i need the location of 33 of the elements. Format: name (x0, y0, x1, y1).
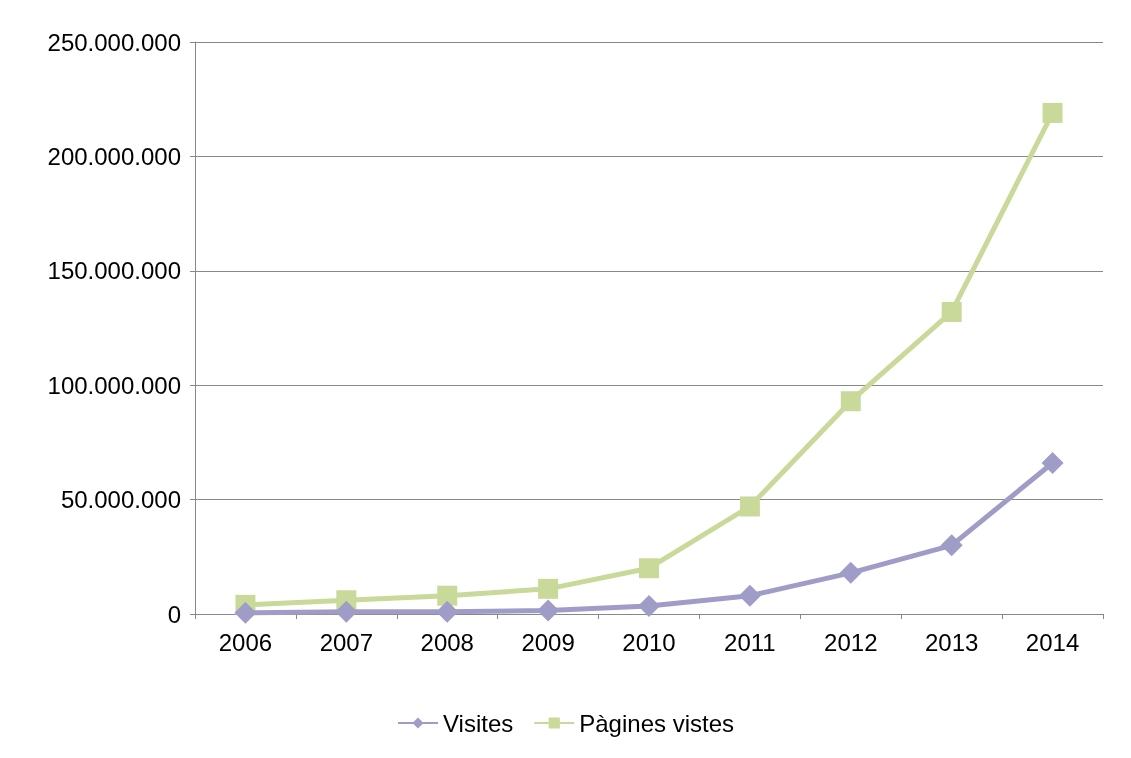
point (839, 561, 862, 584)
y-tick-label: 100.000.000 (47, 371, 181, 399)
point (638, 594, 660, 617)
point (234, 601, 257, 624)
point (538, 578, 559, 599)
point (941, 301, 962, 322)
legend-label: Visites (443, 709, 514, 737)
legend-label: Pàgines vistes (579, 709, 734, 737)
x-tick-label: 2010 (622, 628, 676, 656)
y-tick-label: 200.000.000 (47, 142, 181, 170)
point (940, 534, 963, 557)
point (639, 558, 659, 579)
x-tick-label: 2013 (924, 628, 979, 656)
y-tick-label: 0 (167, 600, 181, 628)
x-tick-label: 2012 (824, 628, 878, 656)
point (335, 600, 358, 623)
point (436, 600, 459, 623)
x-tick-label: 2008 (420, 628, 474, 656)
point (1042, 102, 1063, 123)
point (537, 599, 560, 622)
point (739, 496, 760, 517)
point (1041, 451, 1064, 474)
x-tick-label: 2009 (521, 628, 575, 656)
point (437, 585, 458, 606)
y-tick-label: 250.000.000 (47, 28, 181, 56)
y-tick-label: 150.000.000 (47, 257, 181, 285)
point (738, 584, 761, 607)
x-tick-label: 2011 (724, 628, 776, 656)
x-tick-label: 2014 (1025, 628, 1080, 656)
y-tick-label: 50.000.000 (60, 486, 181, 514)
point (840, 391, 861, 412)
x-tick-label: 2007 (319, 628, 374, 656)
x-tick-label: 2006 (218, 628, 273, 656)
